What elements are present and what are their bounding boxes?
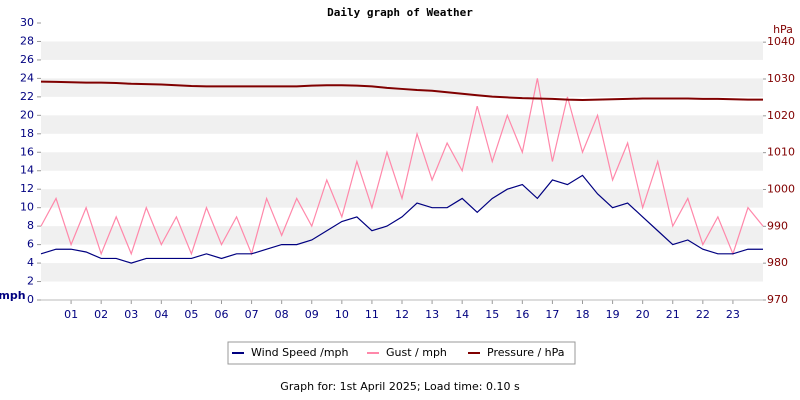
series-line	[40, 78, 764, 256]
y2-tick-label: 1010	[767, 146, 795, 159]
x-tick-label: 19	[606, 308, 620, 321]
y-tick-label: 10	[20, 201, 34, 214]
x-tick-label: 04	[154, 308, 168, 321]
x-tick-label: 22	[696, 308, 710, 321]
x-tick-label: 12	[395, 308, 409, 321]
y-tick-label: 8	[27, 219, 34, 232]
y-tick-label: 16	[20, 145, 34, 158]
grid-band	[41, 41, 763, 60]
x-tick-label: 15	[485, 308, 499, 321]
x-tick-label: 21	[666, 308, 680, 321]
y2-tick-label: 990	[767, 219, 788, 232]
legend-label: Pressure / hPa	[487, 346, 565, 359]
y-axis-label: mph	[0, 289, 26, 302]
y2-tick-label: 970	[767, 293, 788, 306]
series-line	[40, 174, 763, 264]
chart-title: Daily graph of Weather	[327, 6, 473, 19]
legend-label: Wind Speed /mph	[251, 346, 349, 359]
x-tick-label: 09	[305, 308, 319, 321]
y-tick-label: 20	[20, 108, 34, 121]
x-tick-label: 06	[215, 308, 229, 321]
grid-band	[41, 152, 763, 171]
x-tick-label: 20	[636, 308, 650, 321]
grid-band	[41, 226, 763, 245]
y-tick-label: 18	[20, 127, 34, 140]
y-tick-label: 26	[20, 53, 34, 66]
x-tick-label: 01	[64, 308, 78, 321]
y-tick-label: 14	[20, 164, 34, 177]
x-tick-label: 10	[335, 308, 349, 321]
x-tick-label: 23	[726, 308, 740, 321]
grid-band	[41, 115, 763, 134]
y2-tick-label: 1000	[767, 182, 795, 195]
x-tick-label: 17	[545, 308, 559, 321]
y-tick-label: 2	[27, 275, 34, 288]
grid-band	[41, 78, 763, 97]
grid-band	[41, 263, 763, 282]
x-tick-label: 11	[365, 308, 379, 321]
y-tick-label: 22	[20, 90, 34, 103]
x-tick-label: 08	[275, 308, 289, 321]
x-tick-label: 13	[425, 308, 439, 321]
x-tick-label: 05	[184, 308, 198, 321]
y-tick-label: 30	[20, 16, 34, 29]
x-tick-label: 03	[124, 308, 138, 321]
legend-box	[227, 341, 576, 365]
y-tick-label: 24	[20, 71, 34, 84]
y-tick-label: 4	[27, 256, 34, 269]
legend-label: Gust / mph	[386, 346, 447, 359]
x-tick-label: 18	[576, 308, 590, 321]
y-tick-label: 6	[27, 238, 34, 251]
series-line	[40, 80, 763, 101]
x-tick-label: 07	[245, 308, 259, 321]
y-tick-label: 12	[20, 182, 34, 195]
y2-tick-label: 980	[767, 256, 788, 269]
x-tick-label: 02	[94, 308, 108, 321]
footer: Graph for: 1st April 2025; Load time: 0.…	[280, 380, 520, 393]
y2-axis-label: hPa	[773, 23, 793, 36]
x-tick-label: 14	[455, 308, 469, 321]
y-tick-label: 0	[27, 293, 34, 306]
y2-tick-label: 1030	[767, 72, 795, 85]
x-tick-label: 16	[515, 308, 529, 321]
y-tick-label: 28	[20, 34, 34, 47]
y2-tick-label: 1020	[767, 109, 795, 122]
y2-tick-label: 1040	[767, 35, 795, 48]
